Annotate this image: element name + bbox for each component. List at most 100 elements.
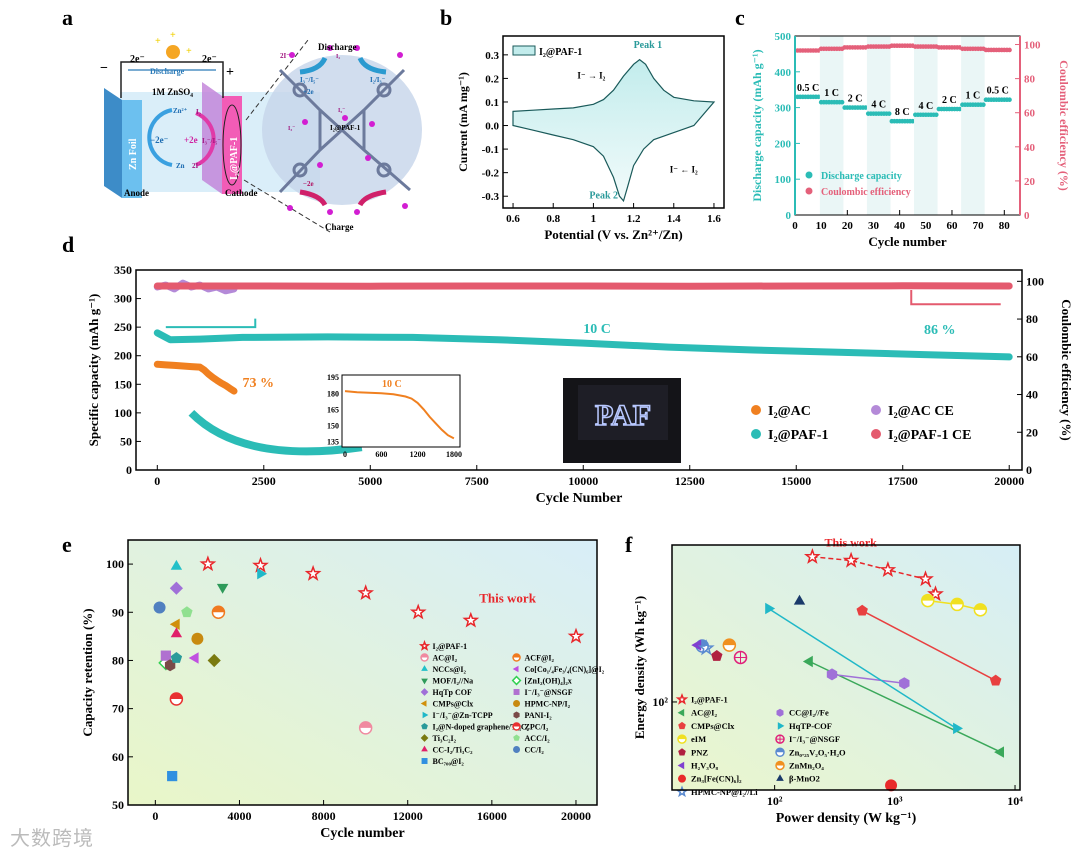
legend-ce-marker: [805, 187, 813, 195]
circle-marker: [153, 601, 166, 614]
half-circle-marker-fill: [513, 723, 521, 727]
capacity-point: [910, 118, 916, 124]
half-circle-marker-fill: [212, 606, 225, 613]
circle-marker: [678, 774, 686, 783]
triangle-left-marker: [512, 665, 519, 673]
pentagon-marker: [711, 650, 723, 661]
zoom-tl-pair: I₃⁻/I₅⁻: [300, 76, 319, 84]
inset-x-tick-label: 1200: [410, 450, 426, 459]
hexagon-marker: [899, 677, 910, 690]
series-i-ac: [153, 360, 238, 395]
y-axis-label: Current (mA mg⁻¹): [456, 72, 470, 172]
cathode-plate: [222, 96, 242, 194]
triangle-left-marker: [677, 761, 685, 770]
y2-tick-label: 100: [1024, 40, 1041, 52]
legend-ce-label: Coulombic efficiency: [821, 187, 911, 198]
triangle-left-marker: [691, 639, 702, 651]
half-circle-marker-fill: [421, 654, 429, 658]
pentagon-marker: [989, 674, 1002, 686]
diamond-marker: [207, 653, 221, 668]
panel-label-d: d: [62, 232, 74, 257]
half-circle-marker-fill: [921, 594, 934, 601]
zoom-plus2e: +2e: [303, 88, 314, 96]
legend-label: PNZ: [691, 747, 708, 757]
half-circle-marker-fill: [513, 654, 521, 658]
diamond-marker: [169, 581, 183, 595]
triangle-left-marker: [994, 746, 1004, 758]
y2-axis-label: Coulombic efficiency (%): [1057, 60, 1071, 191]
legend-swatch: [512, 45, 536, 56]
x-tick-label: 0: [154, 474, 160, 488]
half-circle-marker-fill: [359, 721, 372, 728]
half-circle-marker-fill: [974, 603, 987, 610]
y2-tick-label: 40: [1026, 388, 1038, 402]
capacity-point: [816, 94, 821, 100]
x-tick-label: 50: [920, 220, 932, 232]
zoom-2i: 2I⁻: [280, 52, 290, 60]
legend-label: NCCs@I₂: [433, 665, 467, 674]
legend-label: eIM: [691, 734, 706, 744]
x-tick-label: 10⁴: [1007, 794, 1023, 808]
x-tick-label: 30: [868, 220, 880, 232]
plus-sign: +: [226, 65, 234, 80]
minus-2e-label: −2e⁻: [150, 135, 169, 145]
triangle-up-marker: [170, 627, 183, 638]
x-tick-label: 0: [152, 809, 158, 823]
x-tick-label: 10²: [767, 794, 783, 808]
legend-label: CC-I₂/Ti₃C₂: [433, 746, 474, 755]
triangle-right-marker: [765, 602, 776, 615]
legend-label: HqTp COF: [433, 688, 472, 697]
triangle-left-marker: [677, 708, 685, 717]
x-tick-label: 4000: [227, 809, 251, 823]
y-tick-label: -0.3: [482, 191, 500, 203]
zn-label: Zn: [176, 162, 185, 170]
y2-tick-label: 60: [1026, 350, 1038, 364]
y-tick-label: -0.1: [482, 144, 499, 156]
x-tick-label: 16000: [477, 809, 507, 823]
x-tick-label: 20: [842, 220, 854, 232]
star-marker: [879, 561, 897, 577]
y-tick-label: 60: [112, 750, 124, 764]
chart-b: 0.6 0.8 1 1.2 1.4 1.6 -0.3 -0.2 -0.1 0.0 0.1 0.2 0.3…: [456, 35, 725, 242]
cathode-material-label: I₂@PAF-1: [229, 137, 240, 180]
chart-f: 10² 10³ 10⁴ 10² Power density (W kg⁻¹) Energy…: [632, 535, 1023, 826]
x-tick-label: 8000: [312, 809, 336, 823]
x-tick-label: 10³: [887, 794, 903, 808]
legend-label: MOF/I₂//Na: [433, 677, 474, 686]
legend-label: CC/I₂: [525, 746, 545, 755]
star-marker: [803, 547, 821, 564]
x-tick-label: 0.6: [506, 213, 520, 225]
triangle-left-marker: [169, 618, 180, 630]
plot-background: [672, 545, 1020, 790]
star-marker: [462, 611, 480, 628]
legend-label: ACF@I₂: [525, 654, 555, 663]
legend-label: I₂@PAF-1: [433, 642, 468, 651]
pentagon-marker: [421, 723, 428, 730]
legend-label: PANI-I₂: [525, 711, 553, 720]
y2-tick-label: 0: [1026, 463, 1032, 477]
plus-2e-label: +2e: [184, 135, 198, 145]
diamond-open-marker: [511, 675, 522, 686]
legend-label: ZPC/I₂: [525, 723, 549, 732]
legend-label: I₂@AC: [768, 404, 811, 419]
inset-frame: [341, 374, 461, 448]
zoom-i2: I₂: [336, 54, 340, 60]
pentagon-marker: [181, 606, 193, 618]
triangle-down-marker: [216, 583, 229, 594]
legend-label: I₂@PAF-1: [768, 428, 829, 443]
zoom-tr-pair: I₂/I₃⁻: [370, 76, 386, 84]
legend-label: H₂V₃O₈: [691, 760, 718, 770]
x-tick-label: 10: [816, 220, 828, 232]
iodine-molecules: [287, 45, 408, 215]
circle-marker: [191, 632, 204, 645]
half-circle-marker-fill: [723, 639, 736, 646]
external-circuit: [120, 61, 224, 98]
star-marker: [675, 692, 689, 705]
inset-y-tick-label: 165: [327, 405, 339, 414]
charts: 0.6 0.8 1 1.2 1.4 1.6 -0.3 -0.2 -0.1 0.0 0.1 0.2 0.3…: [80, 31, 1074, 841]
half-circle-marker-fill: [170, 693, 183, 699]
led-paf-text: PAF: [595, 399, 651, 432]
x-tick-label: 1.6: [707, 213, 721, 225]
y2-tick-label: 20: [1024, 176, 1036, 188]
